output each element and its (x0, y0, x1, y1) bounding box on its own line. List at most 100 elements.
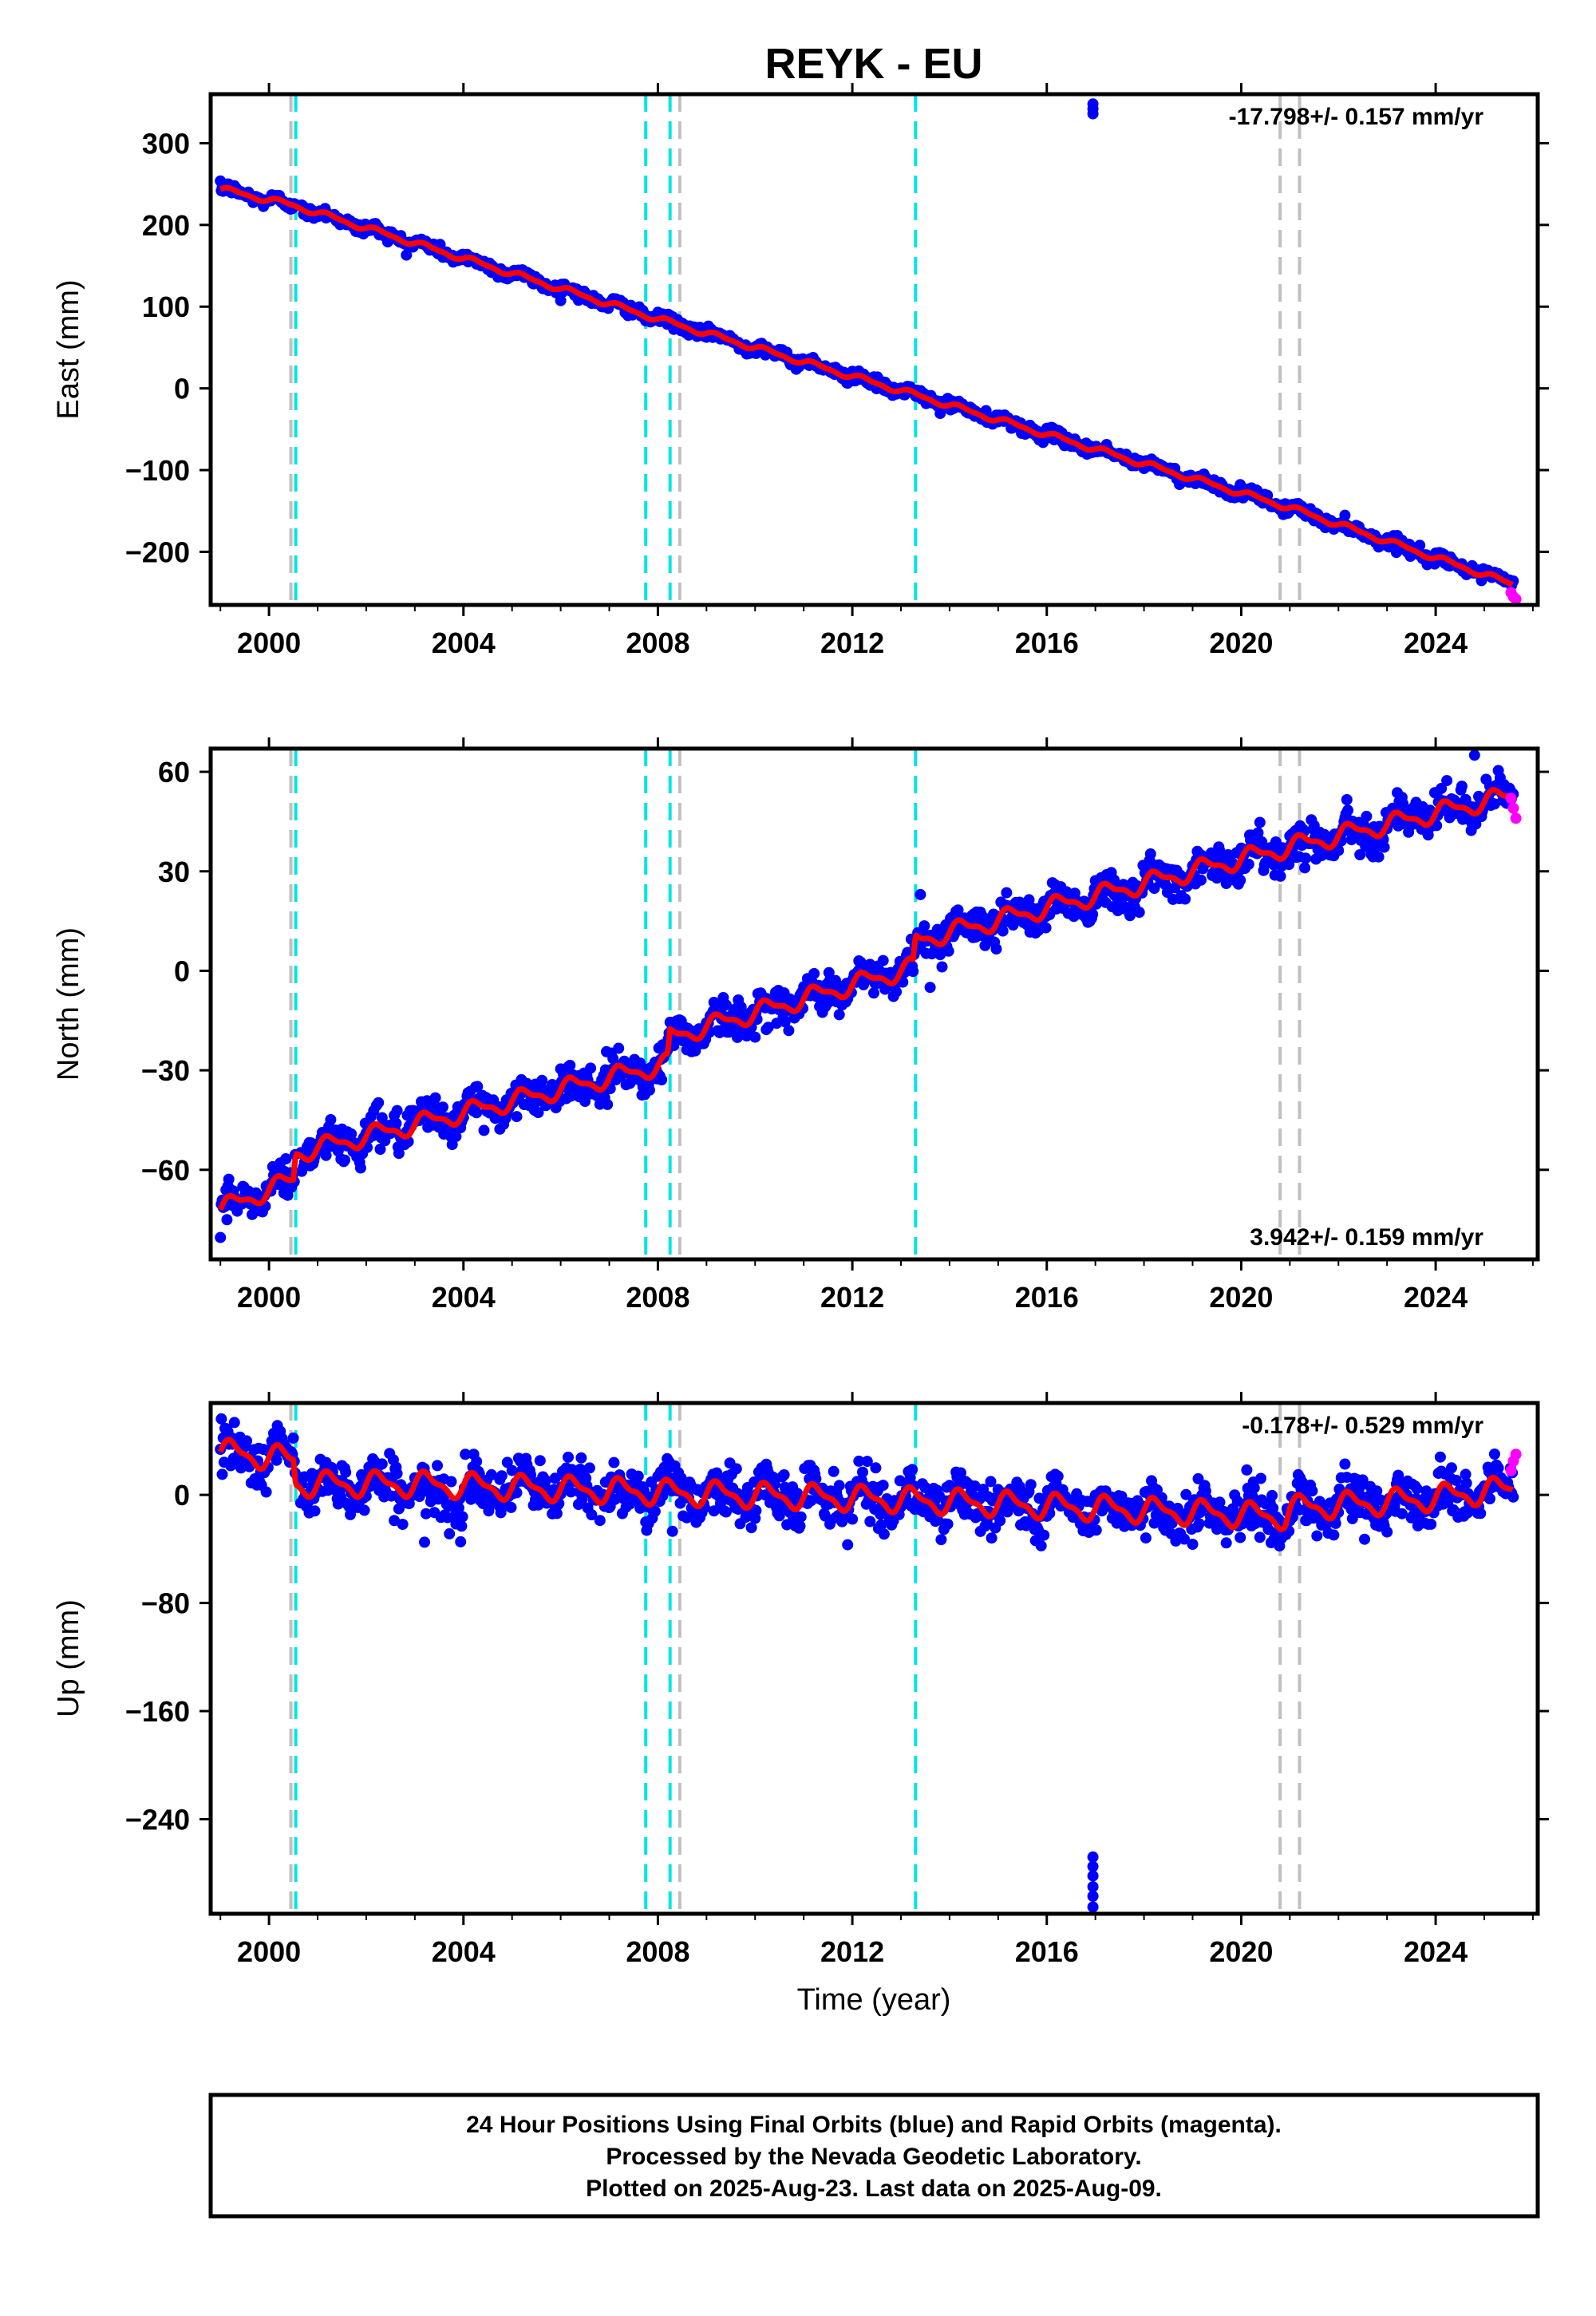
y-tick-label: 60 (158, 756, 190, 788)
data-point (532, 1107, 544, 1119)
data-point (1140, 1532, 1152, 1544)
data-point (354, 1162, 366, 1174)
data-point (1460, 1477, 1472, 1489)
data-point (842, 1539, 854, 1551)
x-tick-label: 2016 (1015, 1281, 1079, 1314)
data-point (1470, 818, 1482, 830)
data-point (1052, 1470, 1064, 1482)
final-orbit-points (215, 749, 1519, 1243)
data-point (990, 943, 1002, 955)
data-point (260, 1486, 272, 1498)
data-point (986, 1532, 998, 1544)
x-tick-label: 2024 (1404, 1281, 1468, 1314)
rapid-orbit-point (1505, 1464, 1517, 1476)
x-tick-label: 2008 (626, 626, 689, 659)
data-point (632, 1470, 644, 1482)
data-point (1235, 1531, 1246, 1543)
y-tick-label: 0 (174, 373, 190, 405)
data-point (1378, 841, 1390, 853)
data-point (455, 1535, 467, 1547)
data-point (868, 987, 879, 999)
data-point (585, 1062, 597, 1074)
data-point (583, 1462, 595, 1474)
data-point (878, 1528, 890, 1540)
data-point (1235, 875, 1246, 886)
data-point (708, 1505, 720, 1517)
y-tick-label: 0 (174, 954, 190, 987)
data-point (1283, 859, 1295, 871)
up-panel: 2000 2004 2008 2012 2016 2020 2024 −240 −160 −80 0… (52, 1392, 1549, 1968)
data-point (551, 1508, 563, 1520)
data-point (720, 1506, 732, 1518)
data-point (1220, 1537, 1232, 1549)
x-tick-label: 2008 (626, 1281, 689, 1314)
data-point (1254, 816, 1266, 828)
data-point (853, 1455, 865, 1467)
data-point (1311, 1530, 1323, 1542)
data-point (861, 1456, 873, 1468)
data-point (783, 1025, 795, 1037)
data-point (539, 1475, 551, 1486)
y-tick-label: −200 (125, 536, 190, 568)
data-point (1339, 509, 1351, 521)
data-point (1381, 1526, 1393, 1538)
plot-frame (208, 92, 1540, 607)
data-point (936, 961, 948, 973)
x-axis-label: Time (year) (797, 1983, 951, 2017)
data-point (1359, 1533, 1370, 1545)
data-point (391, 1468, 403, 1480)
data-point (795, 1511, 807, 1523)
y-tick-label: −80 (141, 1587, 190, 1620)
data-point (413, 1491, 425, 1502)
data-point (575, 1452, 587, 1464)
y-tick-label: −100 (125, 454, 190, 487)
data-point (997, 925, 1009, 937)
y-tick-label: −160 (125, 1695, 190, 1728)
data-point (1373, 851, 1385, 863)
data-point (741, 1030, 753, 1041)
data-point (471, 1107, 483, 1119)
data-point (1333, 844, 1345, 856)
data-point (391, 1105, 403, 1117)
model-fit-line (217, 787, 1515, 1211)
data-point (608, 1456, 620, 1468)
data-point (877, 954, 889, 966)
data-point (215, 1231, 227, 1243)
data-point (496, 1470, 508, 1482)
data-point (833, 1009, 845, 1021)
data-point (221, 1214, 233, 1226)
data-point (309, 1505, 321, 1517)
data-point (555, 294, 567, 306)
footer-line-2: Processed by the Nevada Geodetic Laborat… (606, 2144, 1141, 2170)
data-point (778, 1469, 790, 1480)
data-point (1144, 848, 1156, 860)
data-point (1242, 858, 1254, 870)
data-point (1342, 804, 1353, 816)
east-panel: 2000 2004 2008 2012 2016 2020 2024 −200 −100 0 100… (52, 83, 1549, 659)
outlier-point (1087, 1860, 1099, 1872)
model-fit-line (219, 184, 1515, 587)
data-point (478, 1124, 490, 1136)
data-point (325, 1114, 337, 1125)
data-point (532, 1499, 544, 1511)
data-point (1179, 893, 1191, 905)
data-point (376, 1112, 388, 1124)
data-point (656, 1074, 668, 1085)
data-point (745, 1522, 757, 1534)
data-point (215, 1413, 227, 1425)
rapid-orbit-point (1505, 792, 1517, 804)
x-tick-label: 2000 (237, 1935, 301, 1968)
x-tick-label: 2004 (432, 626, 496, 659)
data-point (444, 1528, 456, 1539)
y-tick-label: 30 (158, 856, 190, 888)
y-tick-label: 100 (142, 290, 190, 323)
data-point (346, 1128, 358, 1140)
outlier-point (666, 1525, 678, 1537)
data-point (952, 904, 964, 916)
x-tick-label: 2020 (1209, 626, 1273, 659)
data-point (907, 1464, 918, 1476)
y-tick-label: −240 (125, 1803, 190, 1836)
data-point (907, 966, 919, 978)
y-tick-label: −30 (141, 1054, 190, 1087)
